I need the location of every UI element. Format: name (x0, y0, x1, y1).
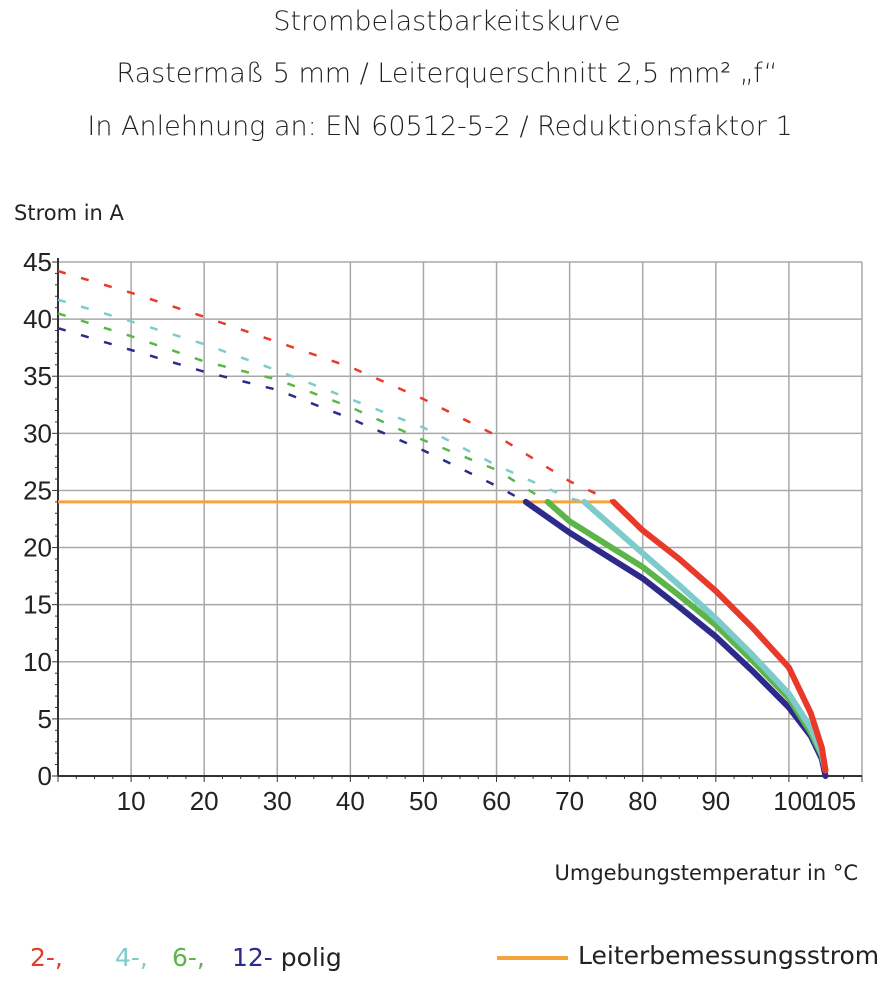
x-tick-label: 40 (336, 786, 365, 816)
legend-12-polig: 12- (232, 943, 273, 972)
legend-4-polig: 4-, (115, 943, 148, 972)
x-tick-label: 20 (190, 786, 219, 816)
x-tick-label: 60 (482, 786, 511, 816)
y-tick-labels: 0 5 10 15 20 25 30 35 40 45 (23, 247, 52, 791)
y-tick-label: 20 (23, 533, 52, 563)
x-tick-label: 80 (628, 786, 657, 816)
x-tick-label: 10 (117, 786, 146, 816)
y-tick-label: 0 (38, 761, 52, 791)
legend-2-polig: 2-, (30, 943, 63, 972)
legend: 2-, 4-, 6-, 12- polig Leiterbemessungsst… (30, 941, 879, 972)
series-4-polig-dashed (57, 298, 585, 504)
legend-reference-label: Leiterbemessungsstrom (578, 941, 879, 970)
x-tick-label: 105 (813, 786, 856, 816)
legend-suffix: polig (281, 943, 342, 972)
y-tick-label: 35 (23, 361, 52, 391)
x-tick-label: 90 (701, 786, 730, 816)
svg-text:2-, 4-, 6-,: 2-, 4-, 6-, 12- polig (30, 943, 342, 972)
x-tick-label: 50 (409, 786, 438, 816)
y-tick-label: 45 (23, 247, 52, 277)
chart-title-line-2: Rastermaß 5 mm / Leiterquerschnitt 2,5 m… (116, 58, 777, 89)
x-tick-label: 70 (555, 786, 584, 816)
series-6-polig-dashed (57, 312, 549, 503)
series-lines (57, 269, 829, 779)
y-tick-label: 30 (23, 418, 52, 448)
y-tick-label: 40 (23, 304, 52, 334)
x-tick-label: 30 (263, 786, 292, 816)
x-tick-label: 100 (773, 786, 816, 816)
series-12-polig-solid (522, 498, 829, 779)
y-tick-label: 25 (23, 475, 52, 505)
chart-title-line-3: In Anlehnung an: EN 60512-5-2 / Reduktio… (87, 111, 792, 142)
grid (52, 258, 863, 782)
y-tick-label: 5 (38, 704, 52, 734)
series-2-polig-solid (610, 498, 829, 774)
chart-title-line-1: Strombelastbarkeitskurve (273, 6, 620, 37)
y-tick-label: 15 (23, 590, 52, 620)
y-axis-label: Strom in A (14, 201, 125, 225)
y-tick-label: 10 (23, 647, 52, 677)
series-2-polig-dashed (57, 269, 615, 504)
series-12-polig-dashed (57, 327, 527, 503)
x-axis-label: Umgebungstemperatur in °C (555, 861, 859, 885)
legend-6-polig: 6-, (172, 943, 205, 972)
